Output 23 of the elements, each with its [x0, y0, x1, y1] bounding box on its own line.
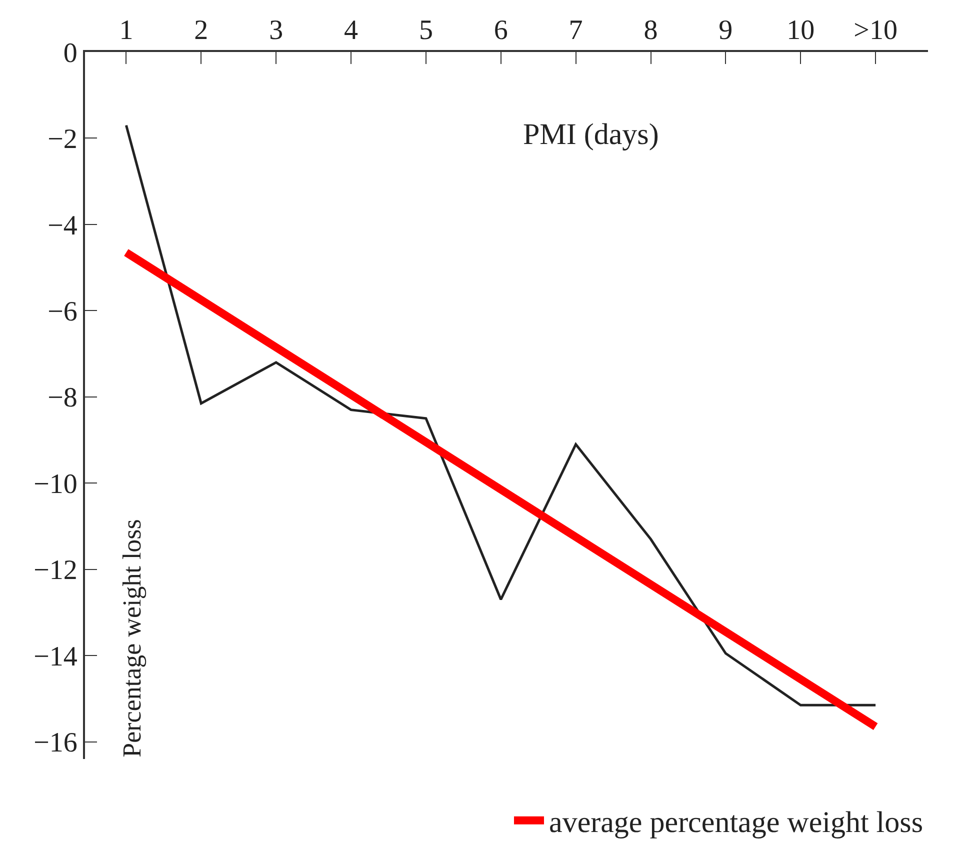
x-tick-label: 9	[718, 14, 733, 46]
x-tick-label: 8	[644, 14, 658, 46]
y-tick-label: −4	[48, 210, 78, 242]
x-tick-label: >10	[854, 14, 898, 46]
x-tick-label: 2	[194, 14, 208, 46]
x-tick-label: 4	[344, 14, 358, 46]
y-tick-label: −2	[48, 124, 78, 156]
y-tick-label: −14	[34, 641, 78, 672]
x-tick-label: 7	[568, 14, 583, 46]
y-tick-label: −10	[34, 468, 78, 500]
x-tick-label: 1	[119, 14, 134, 46]
y-tick-label: −16	[34, 728, 78, 759]
x-tick-label: 6	[494, 14, 508, 46]
x-tick-label: 3	[269, 14, 284, 46]
y-tick-label: 0	[63, 38, 78, 69]
x-tick-label: 5	[418, 14, 433, 46]
x-tick-label: 10	[786, 14, 815, 46]
legend-label: average percentage weight loss	[549, 806, 923, 840]
y-tick-label: −6	[48, 296, 78, 328]
y-tick-label: −12	[34, 555, 78, 586]
x-axis-title: PMI (days)	[523, 118, 659, 151]
y-tick-label: −8	[48, 382, 78, 414]
y-axis-title: Percentage weight loss	[117, 519, 146, 758]
